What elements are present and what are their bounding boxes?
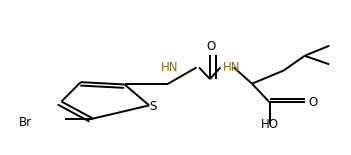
Text: S: S [150,100,157,113]
Text: HO: HO [260,118,279,131]
Text: O: O [206,40,215,53]
Text: O: O [308,96,317,109]
Text: HN: HN [161,61,178,74]
Text: HN: HN [223,61,240,74]
Text: Br: Br [19,116,32,129]
